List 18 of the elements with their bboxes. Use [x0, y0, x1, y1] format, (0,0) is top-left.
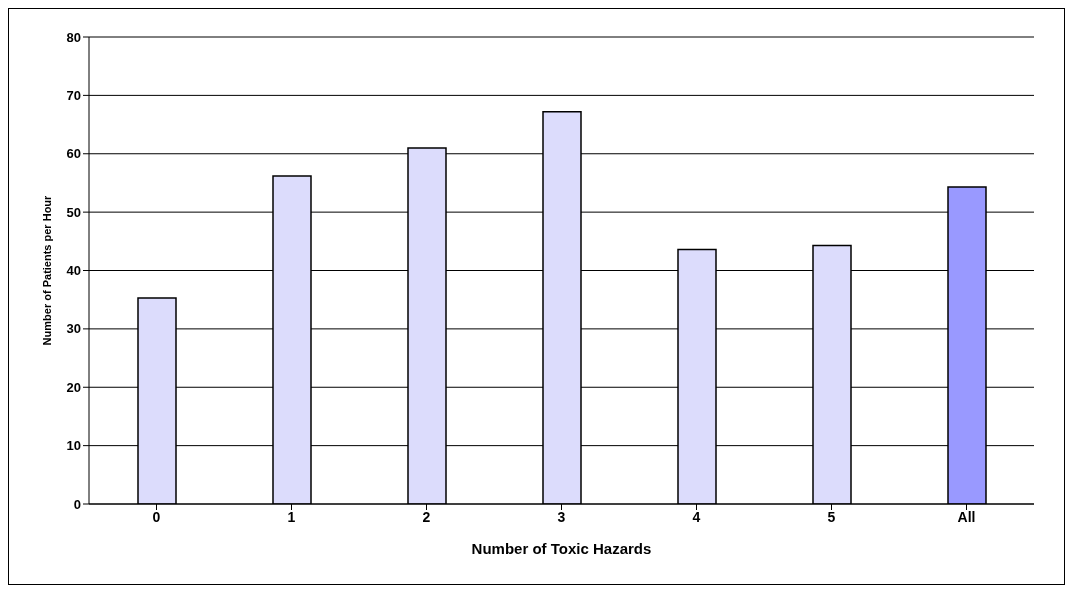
y-tick-label: 20: [66, 379, 81, 395]
x-tick-label: 3: [557, 508, 566, 525]
y-tick-label: 40: [66, 263, 81, 279]
y-tick-label: 60: [66, 146, 81, 162]
x-tick-label: 5: [827, 508, 836, 525]
y-tick-label: 50: [66, 204, 81, 220]
x-tick-label: 2: [422, 508, 431, 525]
x-tick-label: 0: [152, 508, 161, 525]
y-tick-label: 10: [66, 438, 81, 454]
y-tick-label: 70: [66, 87, 81, 103]
x-axis-title: Number of Toxic Hazards: [471, 540, 652, 557]
y-tick-label: 0: [73, 496, 81, 512]
y-tick-label: 30: [66, 321, 81, 337]
y-tick-label: 80: [66, 29, 81, 45]
x-tick-label: 1: [287, 508, 296, 525]
x-tick-label: All: [957, 508, 976, 525]
x-tick-label: 4: [692, 508, 701, 525]
y-axis-title: Number of Patients per Hour: [40, 194, 53, 346]
